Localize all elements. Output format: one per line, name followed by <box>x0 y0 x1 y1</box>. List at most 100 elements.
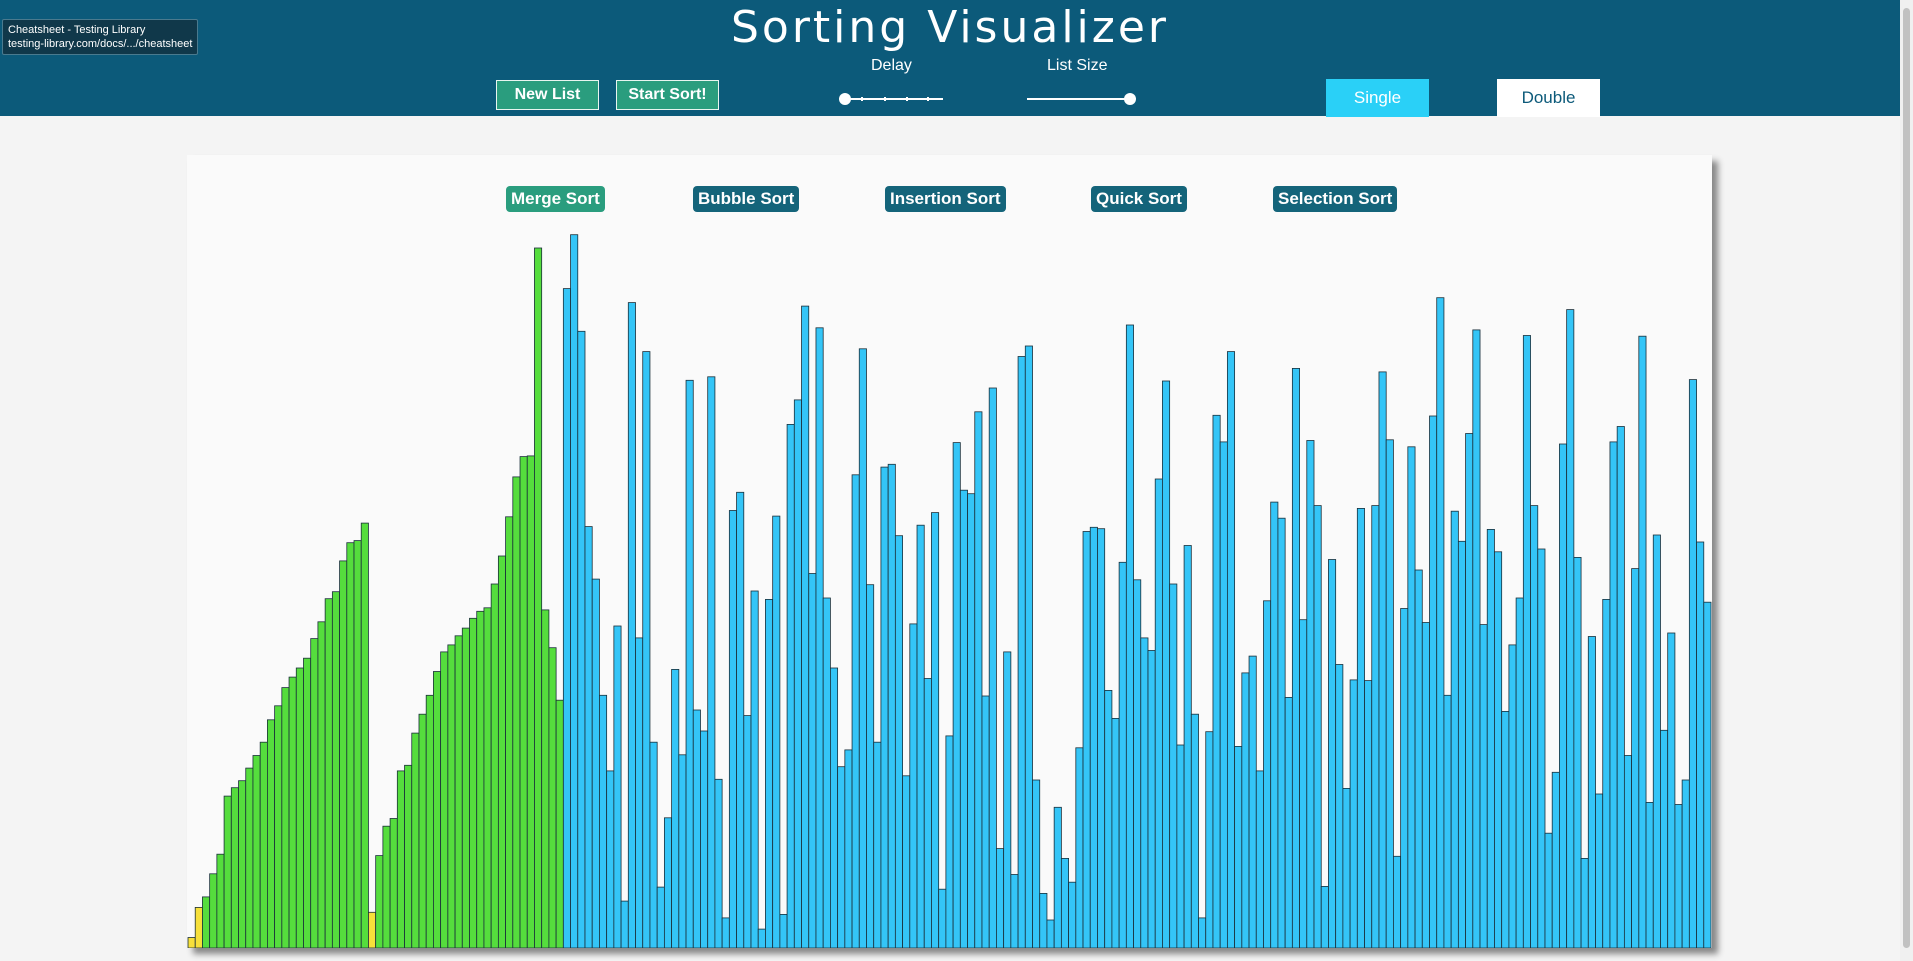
array-bar <box>1356 507 1365 948</box>
new-list-button[interactable]: New List <box>496 80 599 110</box>
array-bar <box>830 667 839 948</box>
array-bar <box>1190 713 1199 948</box>
array-bar <box>1176 744 1185 948</box>
array-bar <box>620 900 629 948</box>
array-bar <box>317 621 326 948</box>
array-bar <box>822 597 831 948</box>
array-bar <box>671 669 680 948</box>
array-bar <box>1688 379 1697 948</box>
array-bar <box>1623 755 1633 948</box>
array-bar <box>274 705 283 948</box>
insertion-sort-button[interactable]: Insertion Sort <box>885 186 1006 212</box>
array-bar <box>1335 664 1344 948</box>
array-bar <box>425 694 434 948</box>
array-bar <box>1068 881 1077 948</box>
array-bar <box>692 709 701 948</box>
array-bar <box>1226 351 1236 948</box>
array-bar <box>1652 534 1661 948</box>
array-bar <box>1450 510 1459 948</box>
array-bar <box>230 787 239 948</box>
array-bar <box>1089 526 1098 948</box>
array-bar <box>295 667 304 948</box>
array-bar <box>209 873 218 948</box>
array-bar <box>996 848 1005 948</box>
array-bar <box>1255 770 1264 948</box>
merge-sort-button[interactable]: Merge Sort <box>506 186 605 212</box>
list-size-slider[interactable] <box>1027 93 1136 105</box>
selection-sort-button[interactable]: Selection Sort <box>1273 186 1398 212</box>
array-bar <box>490 583 499 948</box>
array-bar <box>627 302 636 948</box>
app-title: Sorting Visualizer <box>730 2 1170 53</box>
array-bar <box>216 853 225 948</box>
array-bar <box>866 584 875 948</box>
array-bar <box>1371 505 1380 948</box>
bubble-sort-button[interactable]: Bubble Sort <box>693 186 800 212</box>
array-bar <box>541 609 550 948</box>
double-mode-button[interactable]: Double <box>1497 79 1600 117</box>
array-bar <box>303 657 312 948</box>
array-bar <box>902 775 911 948</box>
array-bar <box>418 713 427 948</box>
delay-slider-knob[interactable] <box>839 93 851 105</box>
delay-slider[interactable] <box>839 93 943 105</box>
array-bar <box>1060 858 1070 948</box>
array-bar <box>642 351 651 948</box>
array-bar <box>1270 501 1279 948</box>
array-bar <box>880 466 889 948</box>
scrollbar-thumb[interactable] <box>1903 8 1910 948</box>
array-bar <box>952 442 961 948</box>
start-sort-button[interactable]: Start Sort! <box>616 80 719 110</box>
array-bar <box>1053 806 1062 948</box>
array-bar <box>1234 746 1243 948</box>
array-bar <box>938 888 947 948</box>
array-bar <box>577 330 586 948</box>
bar-chart <box>187 234 1712 948</box>
page-scrollbar[interactable] <box>1900 0 1913 961</box>
quick-sort-button[interactable]: Quick Sort <box>1091 186 1187 212</box>
array-bar <box>476 610 485 948</box>
array-bar <box>1573 556 1582 948</box>
array-bar <box>281 687 290 948</box>
array-bar <box>1580 858 1589 948</box>
array-bar <box>894 535 903 948</box>
array-bar <box>1393 855 1402 948</box>
array-bar <box>1515 597 1524 948</box>
array-bar <box>1457 540 1466 948</box>
array-bar <box>1017 356 1026 948</box>
array-bar <box>483 607 492 948</box>
array-bar <box>1328 559 1337 948</box>
array-bar <box>1407 446 1416 948</box>
array-bar <box>1559 443 1568 948</box>
array-bar <box>1284 697 1293 948</box>
array-bar <box>1681 779 1690 948</box>
array-bar <box>310 638 319 948</box>
array-bar <box>505 516 514 948</box>
array-bar <box>599 694 608 948</box>
array-bar <box>1522 335 1531 948</box>
array-bar <box>916 524 925 948</box>
array-bar <box>1696 541 1705 948</box>
array-bar <box>411 732 420 948</box>
array-bar <box>512 476 521 948</box>
array-bar <box>1638 335 1647 948</box>
tooltip-url: testing-library.com/docs/.../cheatsheet <box>8 38 193 50</box>
array-bar <box>382 825 391 948</box>
array-bar <box>339 560 348 948</box>
array-bar <box>844 749 853 948</box>
array-bar <box>1609 441 1618 948</box>
array-bar <box>1349 679 1358 948</box>
list-size-slider-knob[interactable] <box>1124 93 1136 105</box>
list-size-label: List Size <box>1047 57 1108 74</box>
array-bar <box>974 411 983 948</box>
array-bar <box>288 676 297 948</box>
single-mode-button[interactable]: Single <box>1326 79 1429 117</box>
array-bar <box>1486 528 1495 948</box>
array-bar <box>1400 608 1409 948</box>
array-bar <box>447 644 456 948</box>
array-bar <box>1508 644 1517 948</box>
array-bar <box>1378 371 1387 948</box>
array-bar <box>1147 650 1156 948</box>
array-bar <box>497 555 506 948</box>
array-bar <box>1140 637 1149 948</box>
